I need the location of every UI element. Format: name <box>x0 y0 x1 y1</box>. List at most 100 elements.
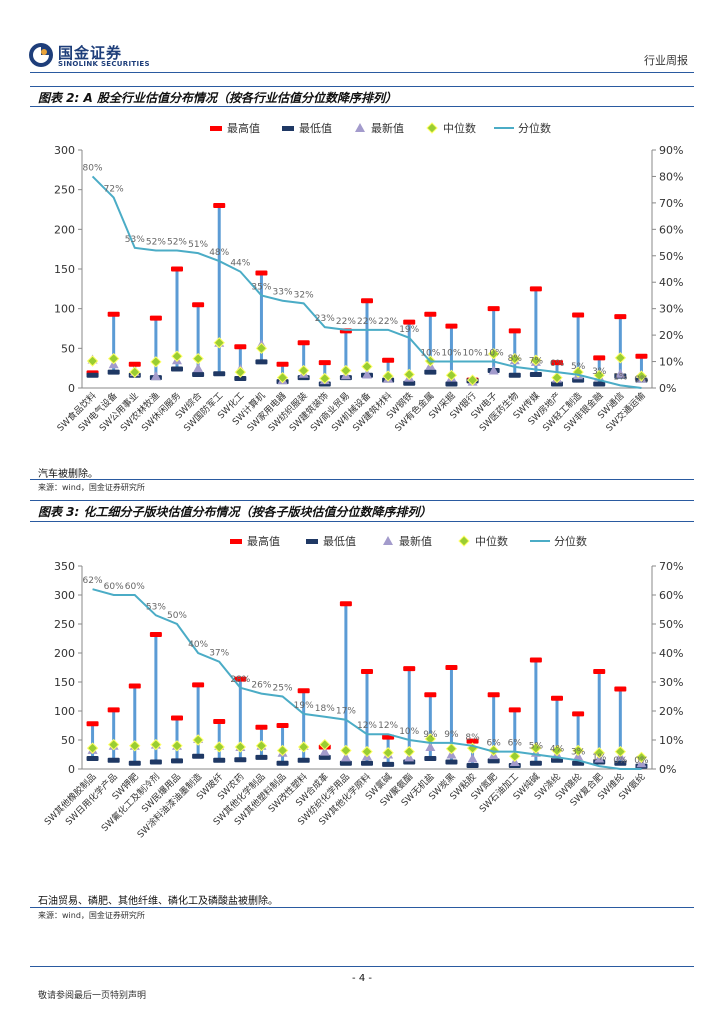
y-tick-label-left: 100 <box>54 303 75 316</box>
min-marker <box>297 757 310 763</box>
legend-3-swatch <box>458 535 470 547</box>
y-tick-label-left: 250 <box>54 184 75 197</box>
min-marker <box>593 381 606 387</box>
min-marker <box>403 380 416 386</box>
median-marker <box>340 744 352 757</box>
min-marker <box>276 760 289 766</box>
legend-4-label: 分位数 <box>554 534 587 548</box>
max-marker <box>572 312 585 318</box>
percentile-label: 60% <box>125 582 145 592</box>
max-marker <box>593 355 606 361</box>
median-marker <box>171 350 183 362</box>
median-marker <box>129 366 141 378</box>
median-marker <box>614 745 627 758</box>
y-tick-label-right: 30% <box>659 676 683 689</box>
median-marker <box>593 747 605 759</box>
max-marker <box>192 682 205 688</box>
percentile-label: 35% <box>251 282 271 292</box>
median-marker <box>361 360 373 373</box>
max-marker <box>635 353 648 359</box>
max-marker <box>128 683 141 689</box>
y-tick-label-right: 0% <box>659 763 676 776</box>
y-tick-label-right: 10% <box>659 356 683 369</box>
latest-marker <box>150 371 161 381</box>
min-marker <box>318 754 331 760</box>
max-marker <box>445 665 458 670</box>
latest-marker <box>467 753 478 763</box>
percentile-label: 10% <box>484 349 504 359</box>
percentile-label: 19% <box>294 701 314 711</box>
latest-marker <box>319 746 330 756</box>
legend-3-swatch <box>426 122 438 134</box>
percentile-label: 4% <box>550 744 565 754</box>
min-marker <box>551 381 563 387</box>
min-marker <box>466 763 479 769</box>
max-marker <box>149 631 162 637</box>
min-marker <box>86 756 99 762</box>
percentile-label: 19% <box>399 325 419 335</box>
min-marker <box>255 359 268 365</box>
median-marker <box>530 354 542 366</box>
min-marker <box>614 760 627 766</box>
max-marker <box>508 328 521 334</box>
median-marker <box>319 372 331 385</box>
y-tick-label-left: 200 <box>54 223 75 236</box>
median-marker <box>403 368 415 381</box>
min-marker <box>487 758 500 764</box>
min-marker <box>255 754 268 760</box>
figure2-top-rule <box>30 86 694 87</box>
max-marker <box>361 669 373 675</box>
median-marker <box>487 348 500 360</box>
y-tick-label-right: 20% <box>659 705 683 718</box>
legend-2-swatch <box>355 123 365 132</box>
figure3-source-rule <box>30 907 694 908</box>
logo-english-name: SINOLINK SECURITIES <box>58 60 150 68</box>
percentile-label: 22% <box>357 317 377 327</box>
latest-marker <box>425 741 436 751</box>
percentile-label: 5% <box>571 362 586 372</box>
max-marker <box>466 738 479 744</box>
percentile-label: 17% <box>336 707 356 717</box>
percentile-label: 33% <box>273 288 293 298</box>
y-tick-label-left: 50 <box>61 734 75 747</box>
max-marker <box>614 314 627 320</box>
latest-marker <box>488 365 499 375</box>
max-marker <box>361 298 373 304</box>
percentile-label: 3% <box>571 747 586 757</box>
max-marker <box>86 721 99 727</box>
min-marker <box>234 757 247 763</box>
percentile-label: 5% <box>529 742 544 752</box>
median-marker <box>509 750 521 762</box>
min-marker <box>171 366 183 372</box>
min-marker <box>551 757 563 763</box>
y-tick-label-right: 10% <box>659 734 683 747</box>
percentile-line <box>92 588 642 770</box>
y-tick-label-left: 0 <box>68 763 75 776</box>
figure3-source: 来源：wind，国金证券研究所 <box>38 911 145 920</box>
company-logo: 国金证券 SINOLINK SECURITIES <box>28 40 149 72</box>
median-marker <box>572 744 584 757</box>
y-tick-label-left: 350 <box>54 560 75 573</box>
min-marker <box>445 759 458 765</box>
legend-1-swatch <box>306 539 318 544</box>
min-marker <box>171 758 183 764</box>
y-tick-label-right: 50% <box>659 618 683 631</box>
median-marker <box>86 355 99 367</box>
max-marker <box>382 357 395 363</box>
percentile-label: 32% <box>294 290 314 300</box>
y-tick-label-right: 40% <box>659 276 683 289</box>
percentile-label: 0% <box>634 756 649 766</box>
max-marker <box>614 686 627 692</box>
median-marker <box>276 744 289 757</box>
figure2-source-rule <box>30 479 694 480</box>
y-tick-label-right: 70% <box>659 560 683 573</box>
min-marker <box>424 756 437 762</box>
min-marker <box>382 761 395 767</box>
median-marker <box>466 374 479 386</box>
percentile-line <box>91 175 642 389</box>
min-marker <box>424 369 437 375</box>
percentile-label: 12% <box>357 721 377 731</box>
max-marker <box>529 286 542 292</box>
footer-disclaimer: 敬请参阅最后一页特别声明 <box>38 991 147 1001</box>
max-marker <box>213 203 226 209</box>
